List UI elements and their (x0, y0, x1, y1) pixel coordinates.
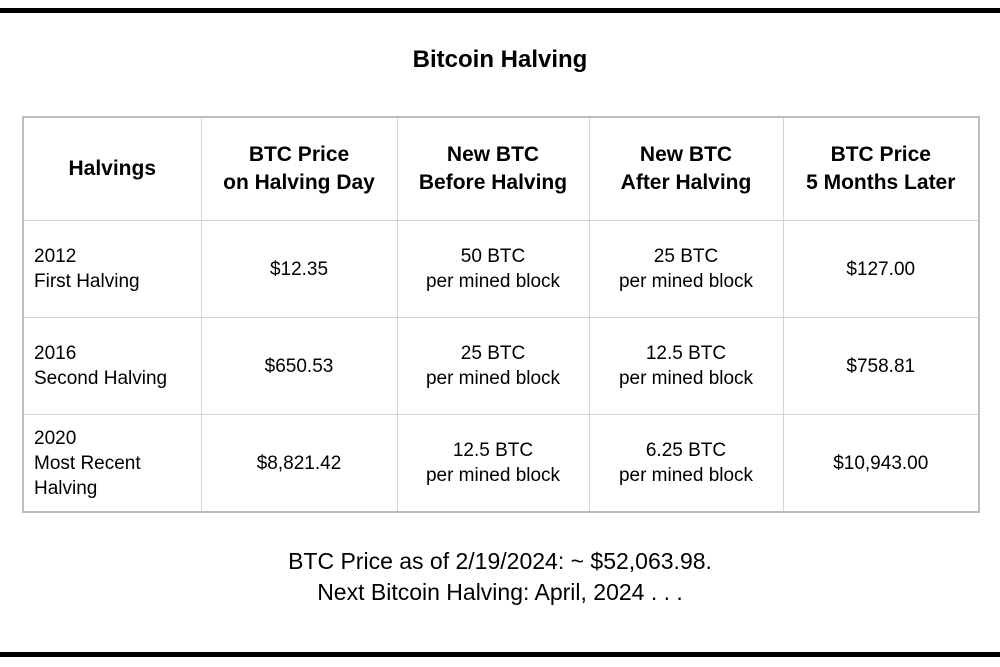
halving-table: Halvings BTC Price on Halving Day New BT… (22, 116, 980, 513)
cell-price-later: $758.81 (782, 317, 980, 415)
next-halving-note: Next Bitcoin Halving: April, 2024 . . . (317, 579, 683, 605)
cell-price-later: $10,943.00 (782, 414, 980, 513)
cell-before: 50 BTC per mined block (396, 220, 590, 318)
table-header-row: Halvings BTC Price on Halving Day New BT… (22, 116, 980, 221)
cell-halving: 2012 First Halving (22, 220, 202, 318)
cell-price-on-day: $12.35 (200, 220, 398, 318)
header-price-5-months-later: BTC Price 5 Months Later (782, 116, 980, 221)
header-new-btc-after: New BTC After Halving (588, 116, 784, 221)
header-price-on-halving-day: BTC Price on Halving Day (200, 116, 398, 221)
page-title: Bitcoin Halving (412, 46, 588, 73)
cell-after: 6.25 BTC per mined block (588, 414, 784, 513)
header-halvings: Halvings (22, 116, 202, 221)
cell-price-later: $127.00 (782, 220, 980, 318)
cell-halving: 2020 Most Recent Halving (22, 414, 202, 513)
cell-before: 12.5 BTC per mined block (396, 414, 590, 513)
cell-after: 25 BTC per mined block (588, 220, 784, 318)
table-row: 2012 First Halving $12.35 50 BTC per min… (22, 220, 980, 318)
table-row: 2016 Second Halving $650.53 25 BTC per m… (22, 317, 980, 415)
cell-before: 25 BTC per mined block (396, 317, 590, 415)
table-row: 2020 Most Recent Halving $8,821.42 12.5 … (22, 414, 980, 513)
cell-price-on-day: $8,821.42 (200, 414, 398, 513)
cell-halving: 2016 Second Halving (22, 317, 202, 415)
bottom-border (0, 652, 1000, 657)
cell-after: 12.5 BTC per mined block (588, 317, 784, 415)
header-new-btc-before: New BTC Before Halving (396, 116, 590, 221)
top-border (0, 8, 1000, 13)
current-price-note: BTC Price as of 2/19/2024: ~ $52,063.98. (288, 548, 712, 574)
footer-note: BTC Price as of 2/19/2024: ~ $52,063.98.… (0, 546, 1000, 608)
cell-price-on-day: $650.53 (200, 317, 398, 415)
